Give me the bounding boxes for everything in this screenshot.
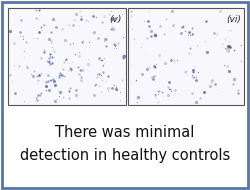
Bar [128,8,244,105]
Bar [8,8,126,105]
Text: (vi): (vi) [226,15,241,24]
Text: (v): (v) [110,15,122,24]
Text: There was minimal: There was minimal [55,125,195,140]
Text: detection in healthy controls: detection in healthy controls [20,148,230,163]
